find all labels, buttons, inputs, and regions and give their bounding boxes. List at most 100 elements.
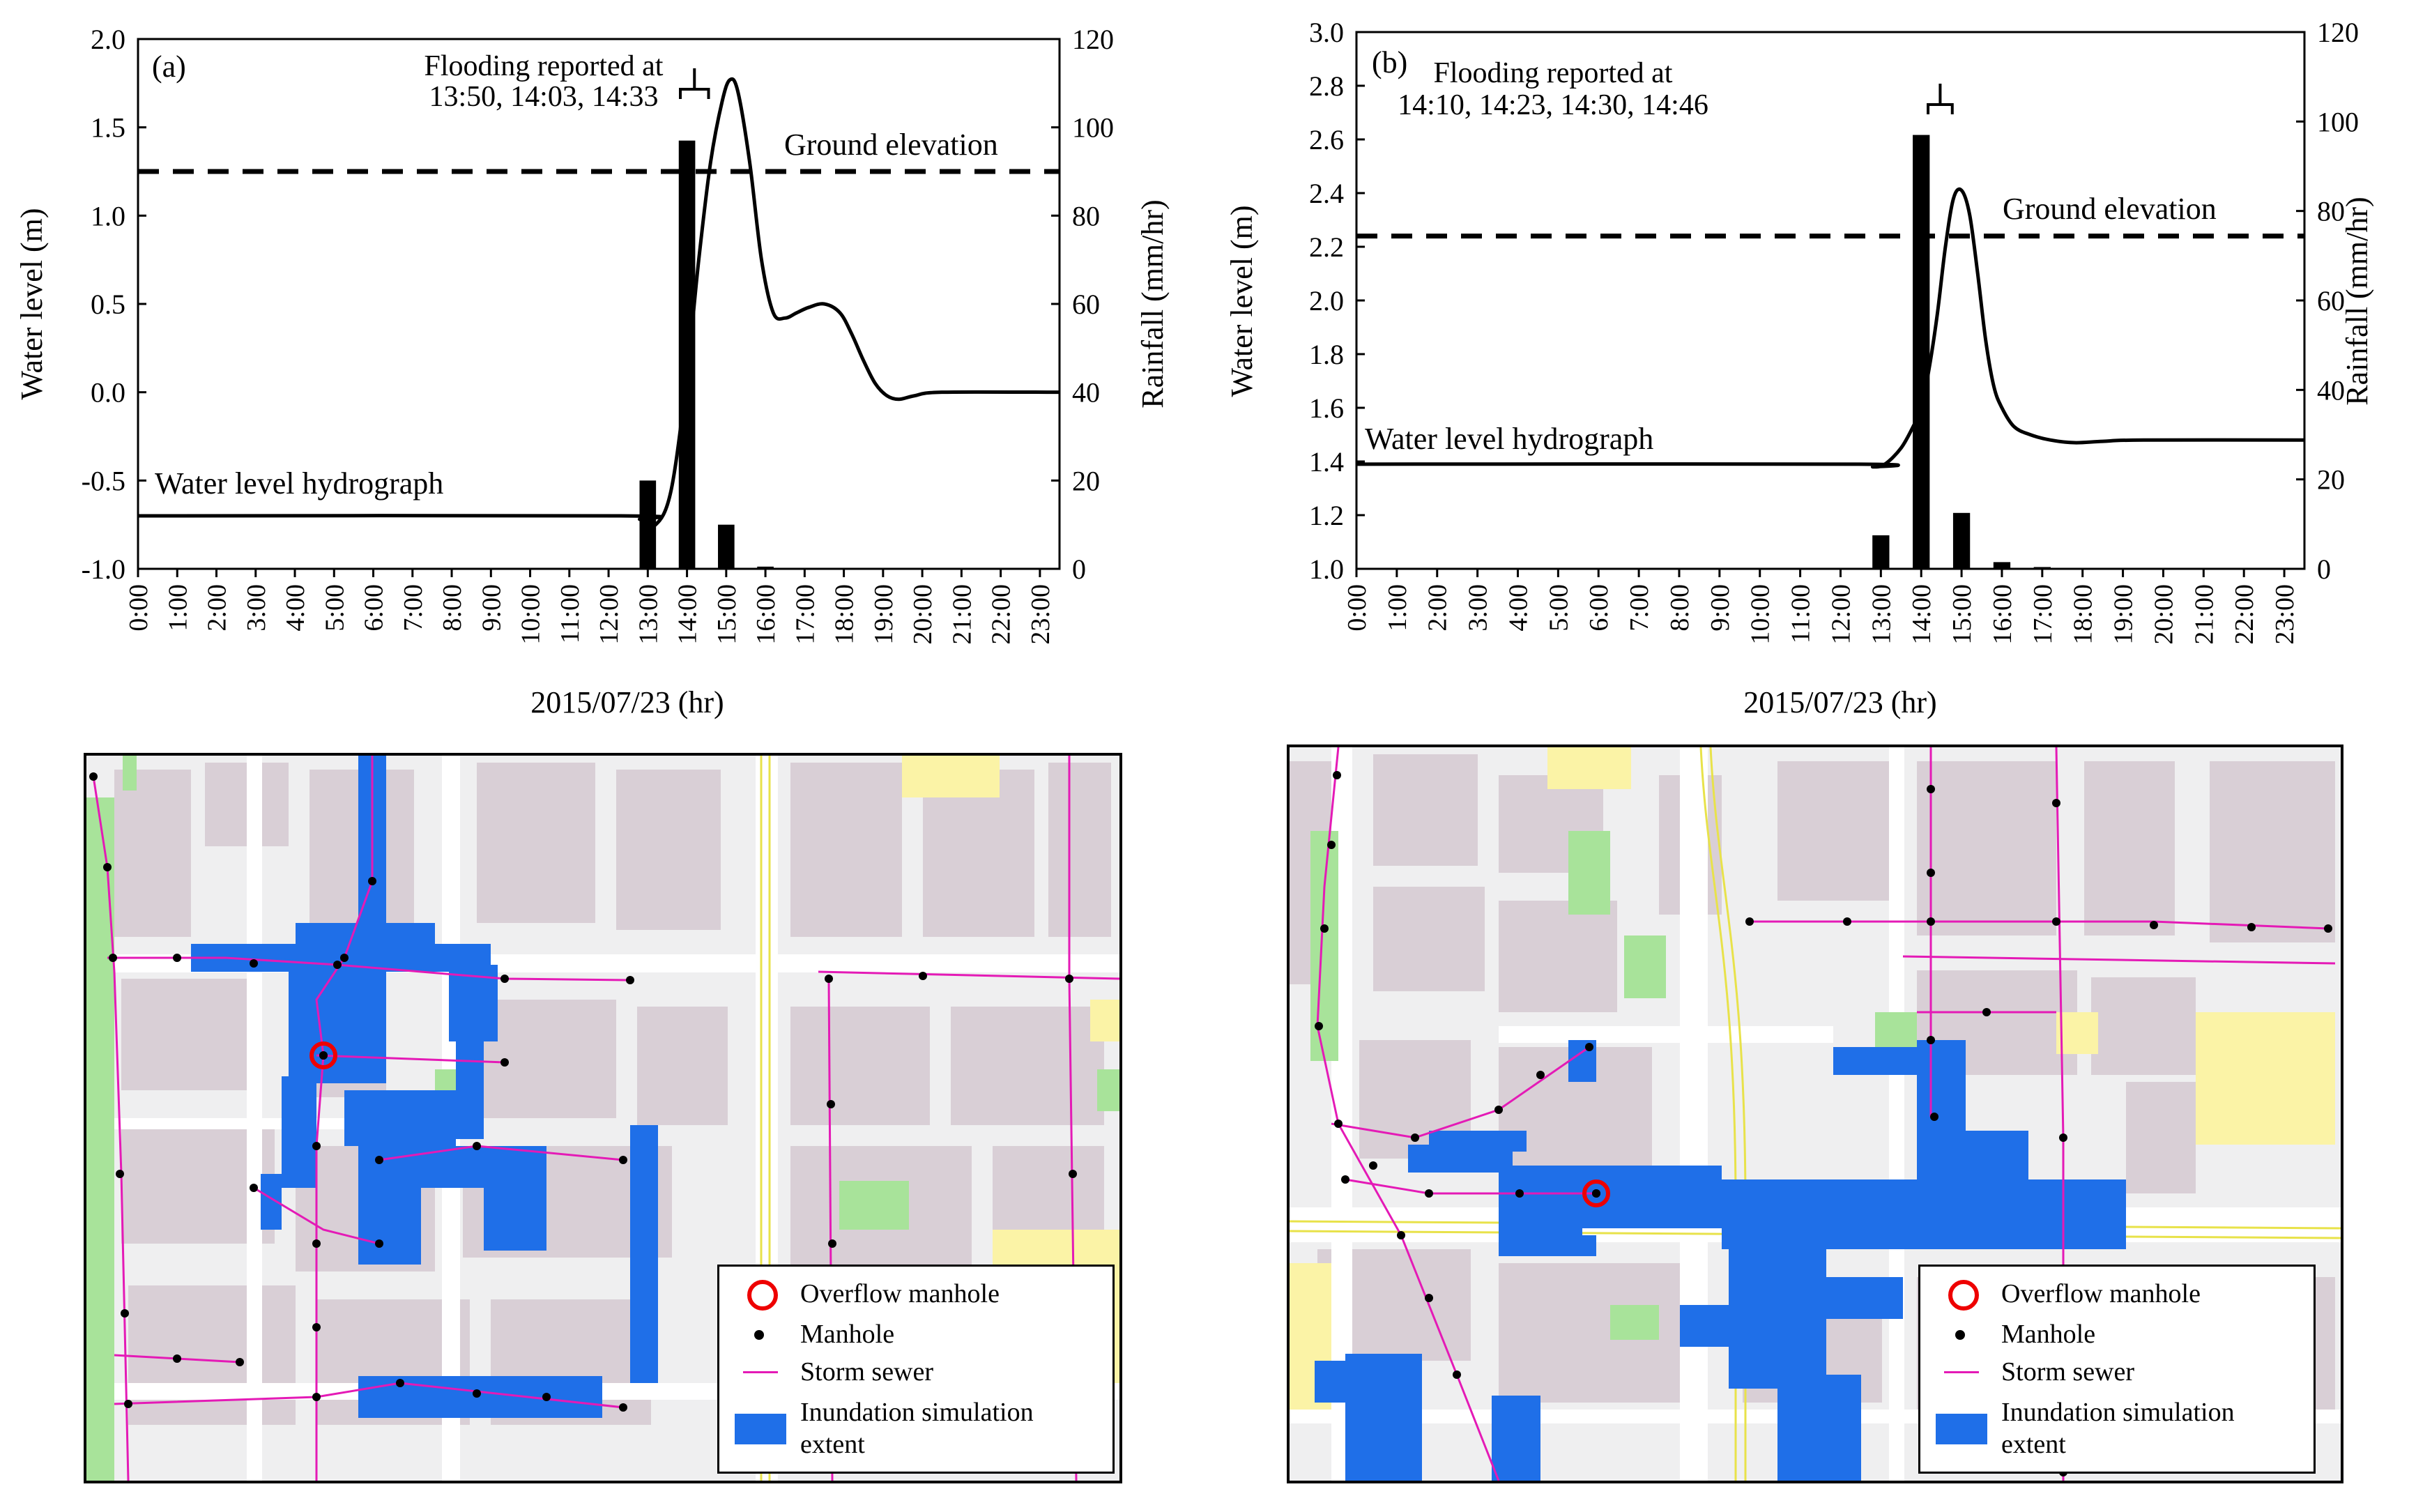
x-tick-label: 12:00 bbox=[1826, 584, 1856, 645]
flood-note-line2: 14:10, 14:23, 14:30, 14:46 bbox=[1398, 89, 1708, 121]
flood-report-bracket bbox=[1927, 84, 1954, 114]
x-tick-label: 5:00 bbox=[1544, 584, 1573, 632]
left-tick-label: 2.4 bbox=[1309, 178, 1344, 209]
water-level-hydrograph bbox=[137, 77, 1060, 528]
x-tick-label: 10:00 bbox=[1746, 584, 1775, 645]
right-tick-label: 120 bbox=[2317, 17, 2359, 48]
overflow-manhole-marker bbox=[309, 1041, 337, 1069]
right-tick-label: 0 bbox=[2317, 553, 2331, 585]
left-tick-label: 2.0 bbox=[1309, 285, 1344, 316]
x-tick-label: 17:00 bbox=[2028, 584, 2058, 645]
x-tick-label: 2:00 bbox=[1423, 584, 1453, 632]
x-tick-label: 20:00 bbox=[2149, 584, 2178, 645]
x-tick-label: 21:00 bbox=[947, 584, 977, 645]
chart-a: -1.0-0.50.00.51.01.52.0 020406080100120 … bbox=[15, 24, 1170, 719]
inundation-symbol bbox=[1934, 1411, 1990, 1446]
x-axis-ticks: 0:00 1:00 2:00 3:00 4:00 5:00 6:00 7:00 8:00 9:00… bbox=[1343, 569, 2300, 645]
left-axis-ticks: 1.0 1.2 1.4 1.6 1.8 2.0 2.2 2.4 2.6 2.8 3.0 bbox=[1309, 17, 1365, 585]
x-tick-label: 17:00 bbox=[790, 584, 820, 645]
inundation-map-a: Overflow manhole Manhole Storm sewer Inu… bbox=[84, 753, 1122, 1483]
panel-label: (a) bbox=[152, 49, 186, 84]
right-tick-label: 20 bbox=[1072, 465, 1100, 496]
x-tick-label: 22:00 bbox=[2230, 584, 2259, 645]
x-tick-label: 18:00 bbox=[2069, 584, 2098, 645]
x-tick-label: 13:00 bbox=[1867, 584, 1896, 645]
right-axis-ticks: 0 20 40 60 80 100 120 bbox=[1051, 24, 1114, 585]
x-axis-label: 2015/07/23 (hr) bbox=[530, 685, 724, 719]
right-axis-ticks: 0 20 40 60 80 100 120 bbox=[2296, 17, 2359, 585]
chart-b: 1.0 1.2 1.4 1.6 1.8 2.0 2.2 2.4 2.6 2.8 3.0 0 20 40 6… bbox=[1225, 17, 2374, 719]
flood-note-line1: Flooding reported at bbox=[1434, 57, 1673, 89]
storm-sewer-symbol bbox=[1934, 1354, 1990, 1389]
legend-storm-sewer: Storm sewer bbox=[1934, 1354, 2134, 1389]
x-tick-label: 22:00 bbox=[987, 584, 1016, 645]
x-tick-label: 3:00 bbox=[1464, 584, 1493, 632]
x-tick-label: 18:00 bbox=[830, 584, 859, 645]
left-tick-label: -1.0 bbox=[82, 553, 125, 585]
x-tick-label: 8:00 bbox=[1665, 584, 1695, 632]
left-tick-label: 2.0 bbox=[91, 24, 125, 55]
right-tick-label: 80 bbox=[1072, 200, 1100, 231]
map-legend: Overflow manhole Manhole Storm sewer Inu… bbox=[717, 1265, 1115, 1474]
x-tick-label: 15:00 bbox=[712, 584, 742, 645]
legend-storm-sewer: Storm sewer bbox=[733, 1354, 933, 1389]
rainfall-bar-14:00 bbox=[678, 140, 696, 569]
rainfall-bar-13:00 bbox=[1872, 535, 1890, 569]
manhole-symbol bbox=[733, 1317, 789, 1352]
left-tick-label: 3.0 bbox=[1309, 17, 1344, 48]
x-tick-label: 16:00 bbox=[751, 584, 781, 645]
manholes bbox=[1315, 771, 2332, 1476]
storm-sewer-symbol bbox=[733, 1354, 789, 1389]
legend-overflow-manhole: Overflow manhole bbox=[733, 1276, 1000, 1311]
left-tick-label: 1.8 bbox=[1309, 339, 1344, 370]
y-left-label: Water level (m) bbox=[1225, 206, 1259, 397]
y-right-label: Rainfall (mm/hr) bbox=[1135, 199, 1170, 408]
inundation-map-b: Overflow manhole Manhole Storm sewer Inu… bbox=[1287, 744, 2343, 1483]
left-tick-label: 2.8 bbox=[1309, 70, 1344, 102]
x-tick-label: 5:00 bbox=[320, 584, 349, 632]
x-tick-label: 7:00 bbox=[1625, 584, 1654, 632]
x-tick-label: 9:00 bbox=[1706, 584, 1735, 632]
x-tick-label: 19:00 bbox=[869, 584, 898, 645]
right-tick-label: 100 bbox=[1072, 112, 1114, 144]
flood-note-line1: Flooding reported at bbox=[425, 50, 664, 82]
overflow-manhole-symbol bbox=[1934, 1276, 1990, 1311]
y-right-label: Rainfall (mm/hr) bbox=[2340, 197, 2374, 405]
left-tick-label: 0.5 bbox=[91, 289, 125, 320]
x-tick-label: 19:00 bbox=[2109, 584, 2139, 645]
manhole-symbol bbox=[1934, 1317, 1990, 1352]
left-tick-label: -0.5 bbox=[82, 465, 125, 496]
x-tick-label: 10:00 bbox=[517, 584, 546, 645]
x-tick-label: 23:00 bbox=[2270, 584, 2300, 645]
x-tick-label: 11:00 bbox=[1787, 584, 1816, 643]
x-tick-label: 4:00 bbox=[1504, 584, 1533, 632]
water-level-hydrograph bbox=[1356, 187, 2305, 469]
x-axis-label: 2015/07/23 (hr) bbox=[1743, 685, 1936, 719]
legend-manhole: Manhole bbox=[1934, 1317, 2095, 1352]
y-left-label: Water level (m) bbox=[15, 208, 49, 400]
x-tick-label: 9:00 bbox=[477, 584, 506, 632]
left-tick-label: 1.0 bbox=[91, 200, 125, 231]
ground-elevation-label: Ground elevation bbox=[2003, 192, 2217, 226]
rainfall-bar-15:00 bbox=[1952, 512, 1971, 569]
x-tick-label: 21:00 bbox=[2189, 584, 2219, 645]
x-axis-ticks: 0:00 1:00 2:00 3:00 4:00 5:00 6:00 7:00 8:00 9:00… bbox=[124, 569, 1055, 645]
right-tick-label: 80 bbox=[2317, 196, 2345, 227]
legend-overflow-manhole: Overflow manhole bbox=[1934, 1276, 2201, 1311]
left-tick-label: 2.6 bbox=[1309, 124, 1344, 155]
right-tick-label: 20 bbox=[2317, 464, 2345, 496]
manholes bbox=[89, 772, 1077, 1412]
right-tick-label: 60 bbox=[2317, 285, 2345, 316]
x-tick-label: 12:00 bbox=[595, 584, 624, 645]
left-tick-label: 1.6 bbox=[1309, 392, 1344, 424]
x-tick-label: 11:00 bbox=[556, 584, 585, 643]
left-tick-label: 1.5 bbox=[91, 112, 125, 144]
flood-note-line2: 13:50, 14:03, 14:33 bbox=[429, 81, 658, 113]
map-legend: Overflow manhole Manhole Storm sewer Inu… bbox=[1918, 1265, 2316, 1474]
left-tick-label: 0.0 bbox=[91, 377, 125, 408]
inundation-extent bbox=[1315, 1040, 2126, 1481]
right-tick-label: 60 bbox=[1072, 289, 1100, 320]
left-tick-label: 1.0 bbox=[1309, 553, 1344, 585]
x-tick-label: 2:00 bbox=[203, 584, 232, 632]
right-tick-label: 40 bbox=[2317, 374, 2345, 406]
